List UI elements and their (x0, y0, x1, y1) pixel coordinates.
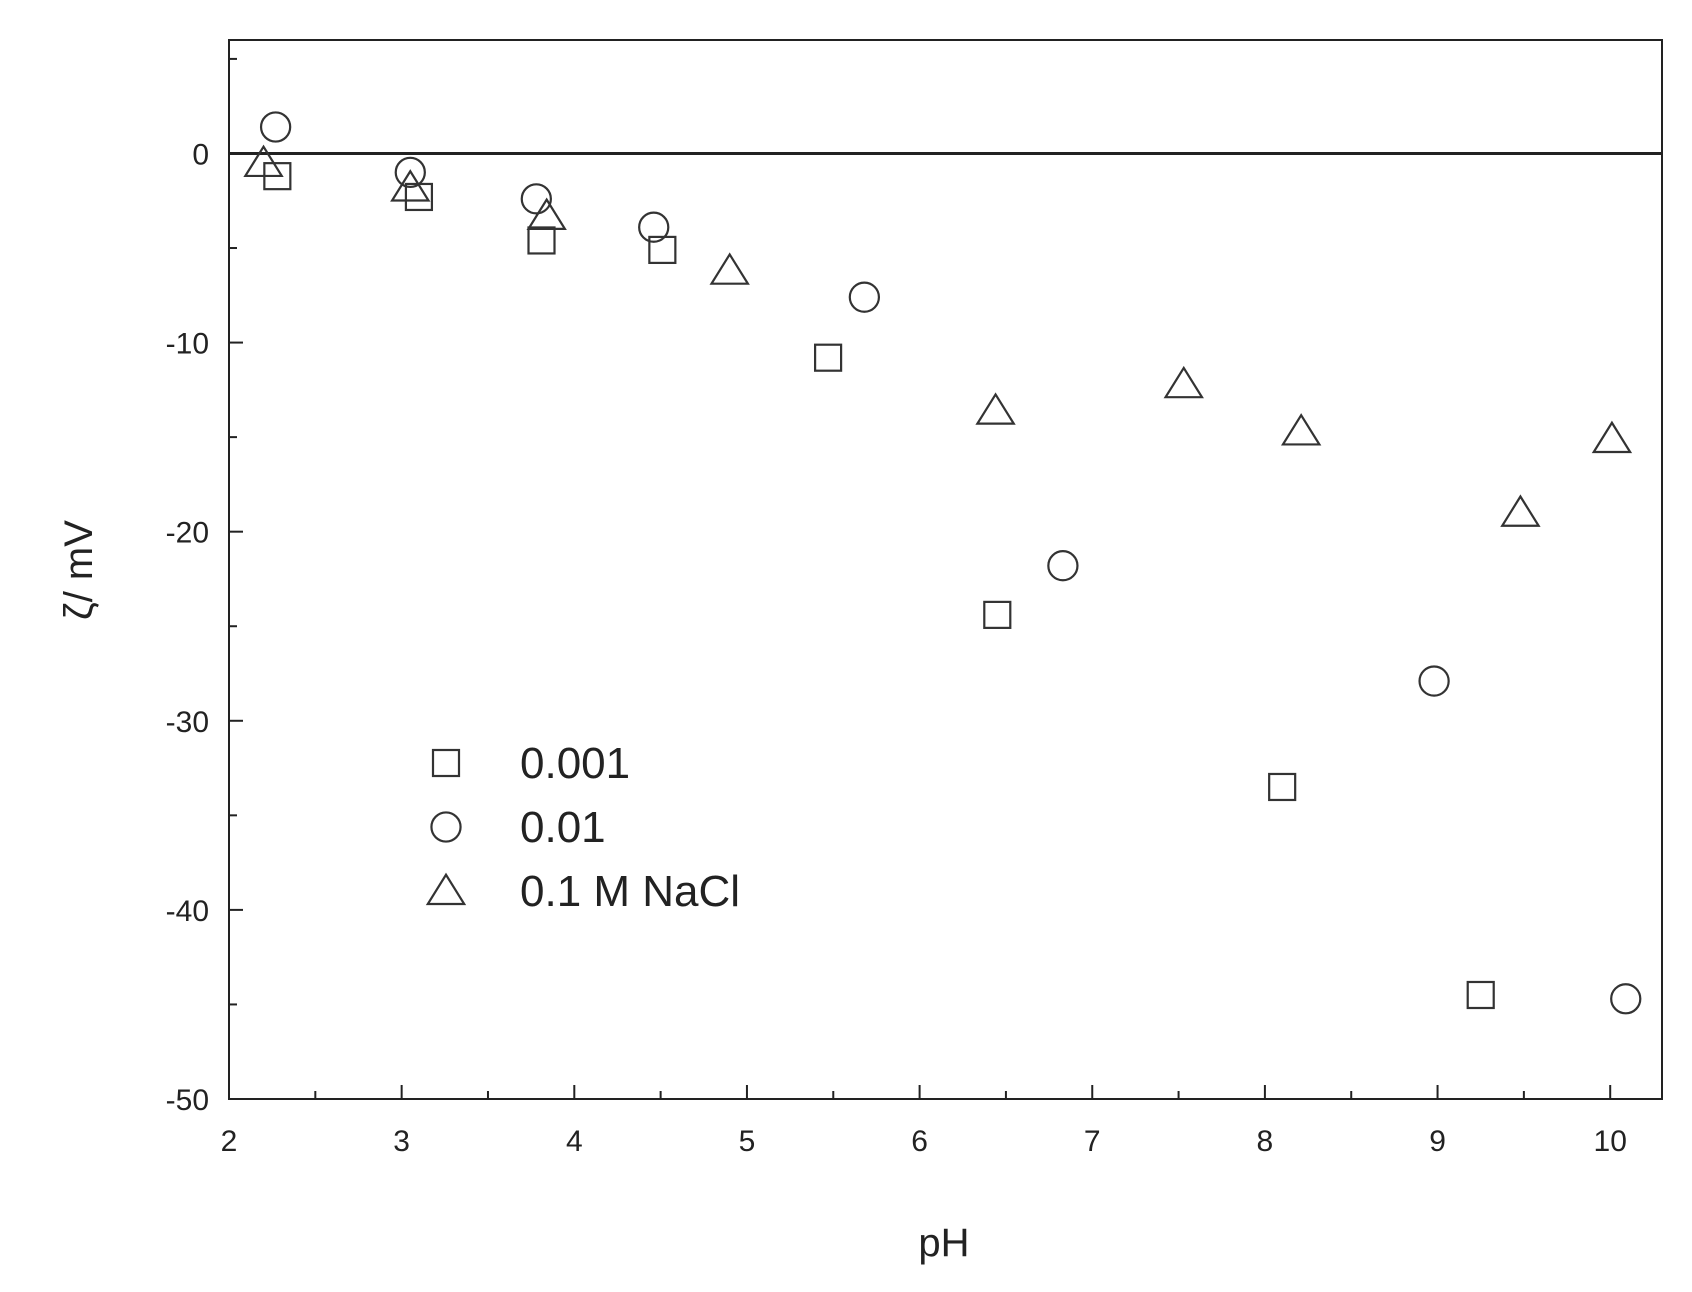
y-tick-label: -10 (166, 328, 209, 361)
x-tick-label: 8 (1257, 1125, 1274, 1158)
data-point-square (813, 343, 843, 372)
data-point-triangle (390, 169, 431, 202)
plot-area (228, 39, 1663, 1100)
data-point-square (527, 226, 556, 255)
y-tick-label: -20 (166, 517, 209, 550)
x-axis-label: pH (918, 1221, 969, 1265)
data-point-square (983, 600, 1012, 629)
x-tick-label: 5 (739, 1125, 756, 1158)
y-tick-label: -30 (166, 706, 209, 739)
data-point-circle (638, 211, 670, 243)
data-point-triangle (1163, 365, 1204, 399)
x-tick-label: 9 (1429, 1125, 1446, 1158)
data-point-circle (520, 183, 552, 215)
legend-label: 0.001 (520, 739, 630, 788)
x-tick-label: 7 (1084, 1125, 1101, 1158)
data-point-circle (1047, 550, 1079, 582)
data-point-triangle (526, 197, 567, 230)
data-point-triangle (975, 392, 1016, 425)
legend-symbol-circle (430, 811, 462, 843)
x-tick-label: 6 (911, 1125, 928, 1158)
x-tick-label: 2 (221, 1125, 238, 1158)
data-point-triangle (1500, 494, 1541, 527)
data-point-triangle (1280, 413, 1322, 446)
data-point-triangle (709, 252, 750, 285)
legend-label: 0.1 M NaCl (520, 867, 740, 916)
legend-symbol-square (431, 748, 461, 778)
data-point-circle (394, 156, 426, 189)
y-axis-label: ζ/ mV (57, 520, 101, 620)
legend: 0.001 0.01 0.1 M NaCl (425, 739, 740, 916)
x-tick-label: 10 (1594, 1125, 1627, 1158)
y-tick-label: 0 (192, 138, 209, 171)
data-point-triangle (243, 144, 284, 178)
x-tick-label: 3 (393, 1125, 410, 1158)
data-markers (243, 111, 1642, 1015)
data-point-circle (1418, 665, 1450, 697)
y-axis-ticks: 0 -10 -20 -30 -40 -50 (166, 57, 243, 1117)
data-point-circle (1610, 983, 1642, 1015)
data-point-square (1268, 772, 1297, 802)
y-tick-label: -50 (166, 1084, 209, 1117)
x-tick-label: 4 (566, 1125, 583, 1158)
data-point-circle (259, 111, 292, 143)
data-point-square (648, 235, 677, 265)
y-tick-label: -40 (166, 895, 209, 928)
x-axis-ticks: 2 3 4 5 6 7 8 9 10 (221, 1085, 1627, 1158)
data-point-circle (848, 281, 881, 313)
legend-symbol-triangle (425, 872, 467, 906)
data-point-square (1466, 980, 1495, 1010)
data-point-triangle (1591, 420, 1633, 454)
legend-label: 0.01 (520, 803, 606, 852)
